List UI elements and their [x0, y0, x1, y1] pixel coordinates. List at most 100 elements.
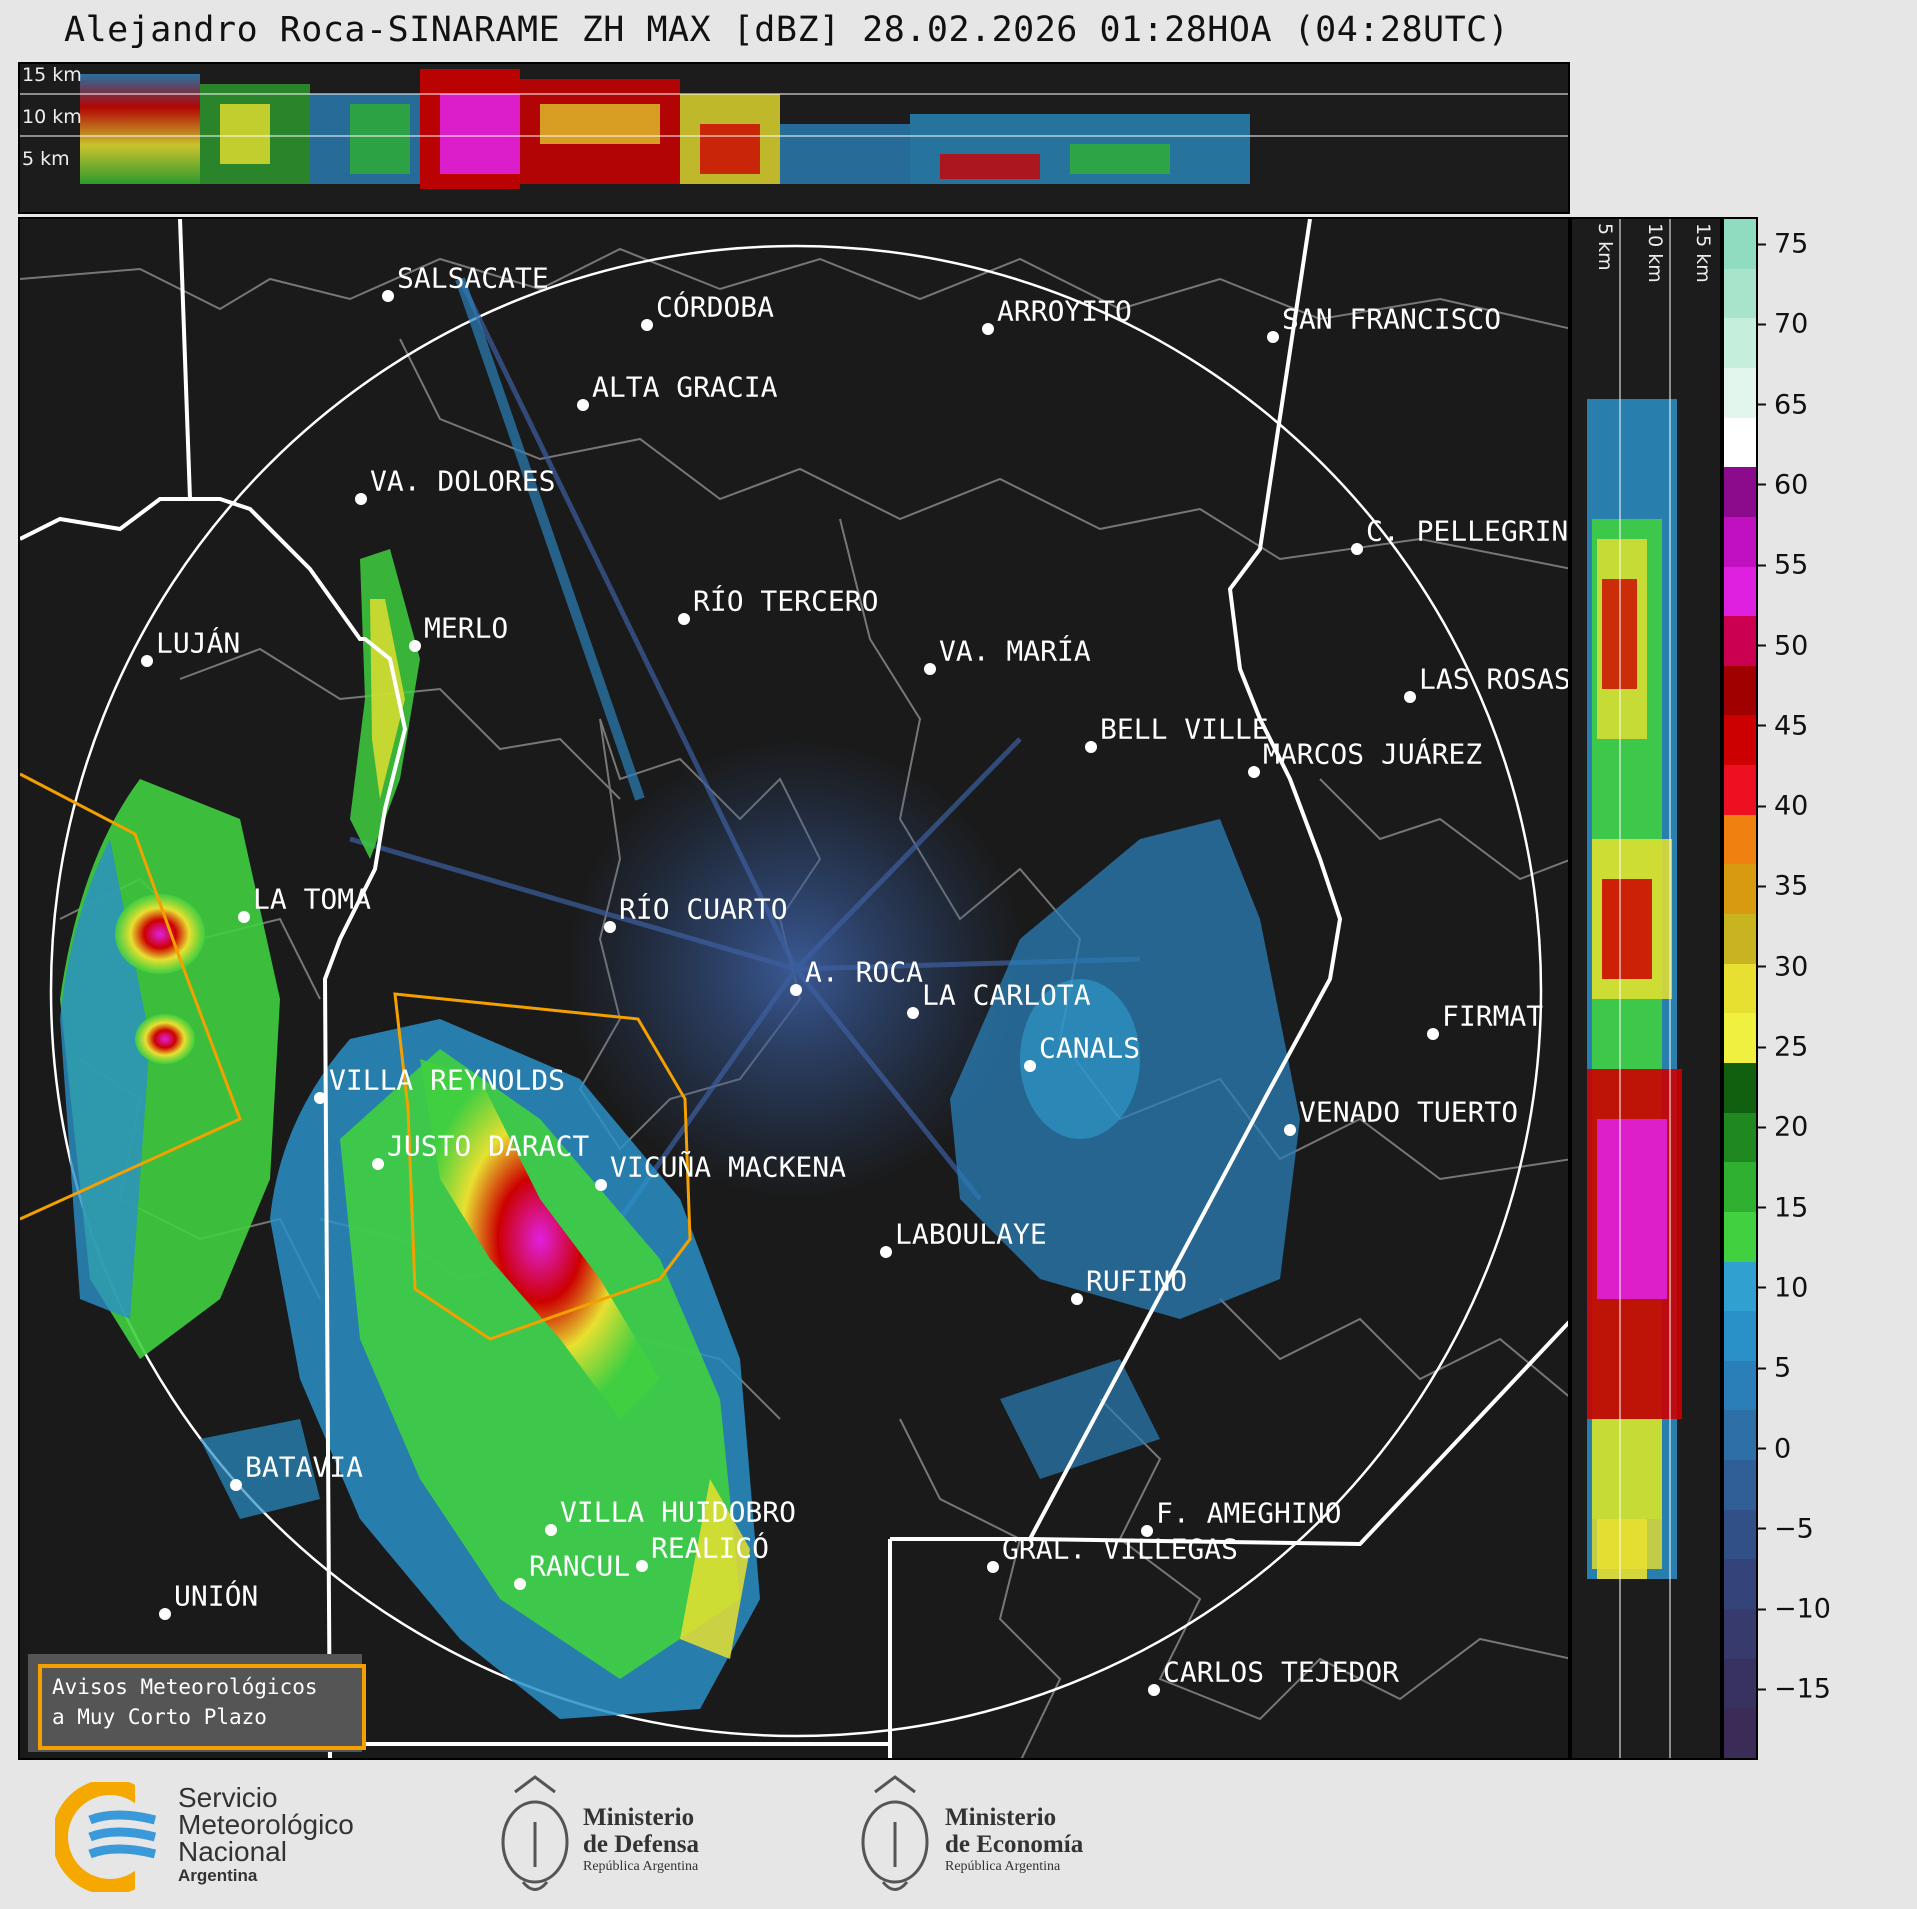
- city-label: CÓRDOBA: [656, 290, 775, 324]
- colorbar-segment: [1724, 219, 1756, 270]
- colorbar-segment: [1724, 1460, 1756, 1511]
- colorbar-segment: [1724, 715, 1756, 767]
- city-marker: [641, 319, 653, 331]
- colorbar-segment: [1724, 1013, 1756, 1064]
- colorbar-segment: [1724, 367, 1756, 419]
- city-label: F. AMEGHINO: [1156, 1496, 1342, 1530]
- city-marker: [1148, 1684, 1160, 1696]
- colorbar-segment: [1724, 814, 1756, 866]
- city-label: RÍO TERCERO: [693, 584, 879, 618]
- smn-line2: Meteorológico: [178, 1809, 354, 1840]
- city-marker: [987, 1561, 999, 1573]
- colorbar-segment: [1724, 1509, 1756, 1561]
- top-cross-section-echoes: [20, 69, 1568, 189]
- warning-legend-line1: Avisos Meteorológicos: [52, 1675, 318, 1699]
- city-marker: [141, 655, 153, 667]
- colorbar-tick-label: 65: [1758, 389, 1808, 420]
- colorbar-segment: [1724, 1211, 1756, 1263]
- defensa-line3: República Argentina: [583, 1859, 699, 1874]
- colorbar-segment: [1724, 1609, 1756, 1660]
- city-label: VILLA HUIDOBRO: [560, 1495, 797, 1529]
- city-label: C. PELLEGRINI: [1366, 514, 1570, 548]
- colorbar-tick-label: 45: [1758, 710, 1808, 741]
- city-label: VENADO TUERTO: [1299, 1095, 1519, 1129]
- colorbar-tick-label: 40: [1758, 791, 1808, 822]
- city-marker: [238, 911, 250, 923]
- colorbar-segment: [1724, 467, 1756, 518]
- city-marker: [372, 1158, 384, 1170]
- city-marker: [1085, 741, 1097, 753]
- city-marker: [1427, 1028, 1439, 1040]
- smn-line1: Servicio: [178, 1782, 278, 1813]
- city-label: BATAVIA: [245, 1450, 364, 1484]
- city-marker: [880, 1246, 892, 1258]
- height-label-5km: 5 km: [22, 148, 70, 170]
- economia-line1: Ministerio: [945, 1804, 1057, 1831]
- city-label: MERLO: [424, 611, 509, 645]
- city-label: LABOULAYE: [895, 1217, 1047, 1251]
- city-marker: [604, 921, 616, 933]
- colorbar-segment: [1724, 1311, 1756, 1362]
- city-label: VILLA REYNOLDS: [329, 1063, 566, 1097]
- defensa-logo-text: Ministerio de Defensa República Argentin…: [583, 1804, 699, 1876]
- city-label: ALTA GRACIA: [592, 370, 778, 404]
- smn-logo-text: Servicio Meteorológico Nacional Argentin…: [178, 1784, 354, 1887]
- warning-legend-line2: a Muy Corto Plazo: [52, 1705, 267, 1729]
- colorbar-segment: [1724, 516, 1756, 568]
- city-marker: [1248, 766, 1260, 778]
- colorbar-segment: [1724, 914, 1756, 965]
- colorbar-segment: [1724, 1062, 1756, 1114]
- city-label: MARCOS JUÁREZ: [1263, 737, 1483, 771]
- city-label: SALSACATE: [397, 261, 549, 295]
- province-boundaries: [20, 219, 1568, 1758]
- city-label: UNIÓN: [174, 1579, 259, 1613]
- smn-line4: Argentina: [178, 1866, 258, 1885]
- city-marker: [355, 493, 367, 505]
- top-cross-section: 15 km 10 km 5 km: [18, 62, 1570, 214]
- colorbar-tick-label: 35: [1758, 871, 1808, 902]
- footer-logos: Servicio Meteorológico Nacional Argentin…: [0, 1762, 1917, 1909]
- city-marker: [982, 323, 994, 335]
- city-label: RANCUL: [529, 1549, 631, 1583]
- colorbar-segment: [1724, 318, 1756, 369]
- warning-legend-frame: Avisos Meteorológicos a Muy Corto Plazo: [38, 1664, 366, 1750]
- city-label: FIRMAT: [1442, 999, 1544, 1033]
- colorbar-segment: [1724, 1708, 1756, 1758]
- city-label: VA. MARÍA: [939, 634, 1091, 668]
- city-label: RUFINO: [1086, 1264, 1188, 1298]
- city-marker: [577, 399, 589, 411]
- city-label: GRAL. VILLEGAS: [1002, 1532, 1239, 1566]
- colorbar-segment: [1724, 864, 1756, 916]
- city-marker: [678, 613, 690, 625]
- city-marker: [924, 663, 936, 675]
- colorbar-segment: [1724, 268, 1756, 320]
- colorbar-segment: [1724, 1658, 1756, 1710]
- city-marker: [230, 1479, 242, 1491]
- city-marker: [1284, 1124, 1296, 1136]
- width-label-15km: 15 km: [1692, 223, 1714, 283]
- city-label: JUSTO DARACT: [387, 1129, 590, 1163]
- page-title: Alejandro Roca-SINARAME ZH MAX [dBZ] 28.…: [64, 10, 1510, 50]
- city-marker: [907, 1007, 919, 1019]
- colorbar-segment: [1724, 1261, 1756, 1313]
- colorbar-segment: [1724, 1559, 1756, 1611]
- economia-line2: de Economía: [945, 1831, 1084, 1858]
- radar-map-graphics: [20, 219, 1568, 1758]
- defensa-line1: Ministerio: [583, 1804, 695, 1831]
- colorbar-ticks: 75 70 65 60 55 50 45 40 35 30 25 20 15 10 5 0 −5 −10 −15: [1758, 217, 1908, 1760]
- colorbar-segment: [1724, 616, 1756, 667]
- city-marker: [1404, 691, 1416, 703]
- colorbar-tick-label: 60: [1758, 469, 1808, 500]
- colorbar-tick-label: 20: [1758, 1112, 1808, 1143]
- city-marker: [636, 1560, 648, 1572]
- colorbar-segment: [1724, 665, 1756, 717]
- city-label: A. ROCA: [805, 955, 924, 989]
- colorbar: [1722, 217, 1758, 1760]
- colorbar-segment: [1724, 1112, 1756, 1164]
- smn-logo-icon: [55, 1782, 175, 1892]
- city-label: VA. DOLORES: [370, 464, 556, 498]
- city-marker: [409, 640, 421, 652]
- city-label: LAS ROSAS: [1419, 662, 1570, 696]
- city-marker: [314, 1092, 326, 1104]
- city-marker: [1071, 1293, 1083, 1305]
